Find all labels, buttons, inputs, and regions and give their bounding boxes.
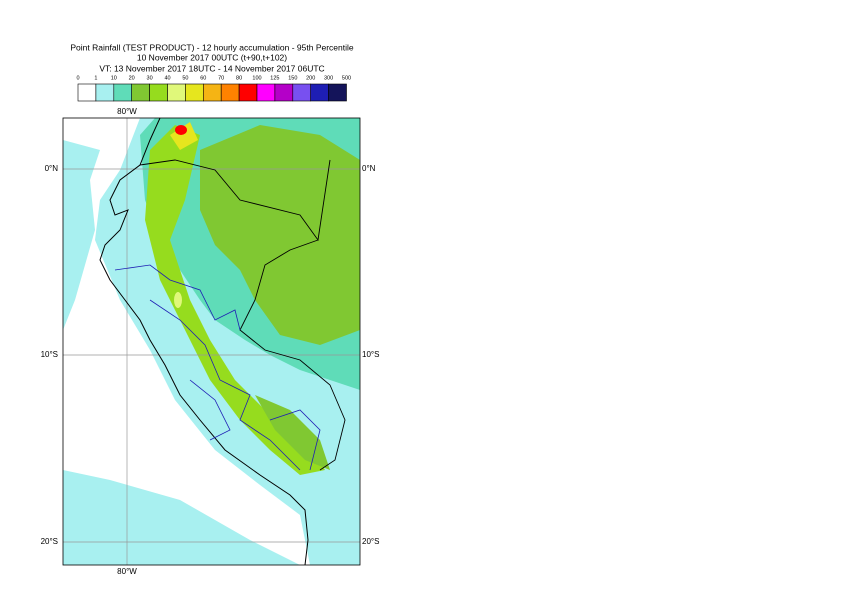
legend-swatch bbox=[95, 83, 115, 102]
legend-label: 20 bbox=[129, 75, 135, 81]
legend-swatch bbox=[274, 83, 294, 102]
legend-label: 0 bbox=[76, 75, 79, 81]
legend: 0 1 10 20 30 40 50 60 70 80 100 125 150 200 300 500 bbox=[76, 75, 351, 102]
rain-area bbox=[255, 395, 330, 470]
legend-label: 200 bbox=[306, 75, 315, 81]
legend-label: 500 bbox=[342, 75, 351, 81]
legend-swatch bbox=[167, 83, 186, 102]
lon-label: 80°W bbox=[117, 107, 137, 116]
legend-swatch bbox=[149, 83, 168, 102]
lat-label: 10°S bbox=[41, 350, 58, 359]
legend-label: 150 bbox=[288, 75, 297, 81]
legend-swatch bbox=[292, 83, 311, 102]
lat-label: 20°S bbox=[41, 537, 58, 546]
legend-label: 1 bbox=[94, 75, 97, 81]
legend-label: 100 bbox=[252, 75, 261, 81]
rain-area bbox=[174, 292, 182, 308]
rain-area bbox=[200, 125, 360, 345]
legend-label: 30 bbox=[147, 75, 153, 81]
lon-label: 80°W bbox=[117, 567, 137, 576]
legend-swatch bbox=[203, 83, 222, 102]
lat-label: 10°S bbox=[362, 350, 379, 359]
legend-label: 125 bbox=[270, 75, 279, 81]
legend-swatch bbox=[220, 83, 240, 102]
lat-label: 0°N bbox=[362, 164, 376, 173]
legend-label: 80 bbox=[236, 75, 242, 81]
lat-label: 0°N bbox=[45, 164, 59, 173]
legend-label: 10 bbox=[111, 75, 117, 81]
map bbox=[63, 118, 360, 565]
legend-label: 300 bbox=[324, 75, 333, 81]
legend-label: 70 bbox=[218, 75, 224, 81]
legend-label: 60 bbox=[200, 75, 206, 81]
legend-swatch bbox=[310, 83, 329, 102]
legend-label: 40 bbox=[164, 75, 170, 81]
legend-swatch bbox=[131, 83, 150, 102]
rain-area bbox=[170, 122, 198, 150]
rain-max bbox=[175, 125, 187, 135]
title: Point Rainfall (TEST PRODUCT) - 12 hourl… bbox=[70, 42, 354, 52]
ocean-rain bbox=[63, 140, 100, 330]
legend-swatch bbox=[256, 83, 276, 102]
legend-swatch bbox=[328, 83, 347, 102]
base-time: 10 November 2017 00UTC (t+90,t+102) bbox=[137, 52, 287, 62]
lat-label: 20°S bbox=[362, 537, 379, 546]
coastline bbox=[99, 118, 309, 565]
legend-swatch bbox=[238, 83, 258, 102]
legend-swatch bbox=[113, 83, 133, 102]
map-frame bbox=[62, 117, 361, 566]
ocean-rain bbox=[63, 470, 300, 565]
legend-label: 50 bbox=[182, 75, 188, 81]
border bbox=[139, 159, 346, 471]
legend-swatch bbox=[185, 83, 204, 102]
validity-time: VT: 13 November 2017 18UTC - 14 November… bbox=[99, 63, 324, 73]
region-border bbox=[114, 264, 321, 471]
legend-swatch bbox=[77, 83, 97, 102]
